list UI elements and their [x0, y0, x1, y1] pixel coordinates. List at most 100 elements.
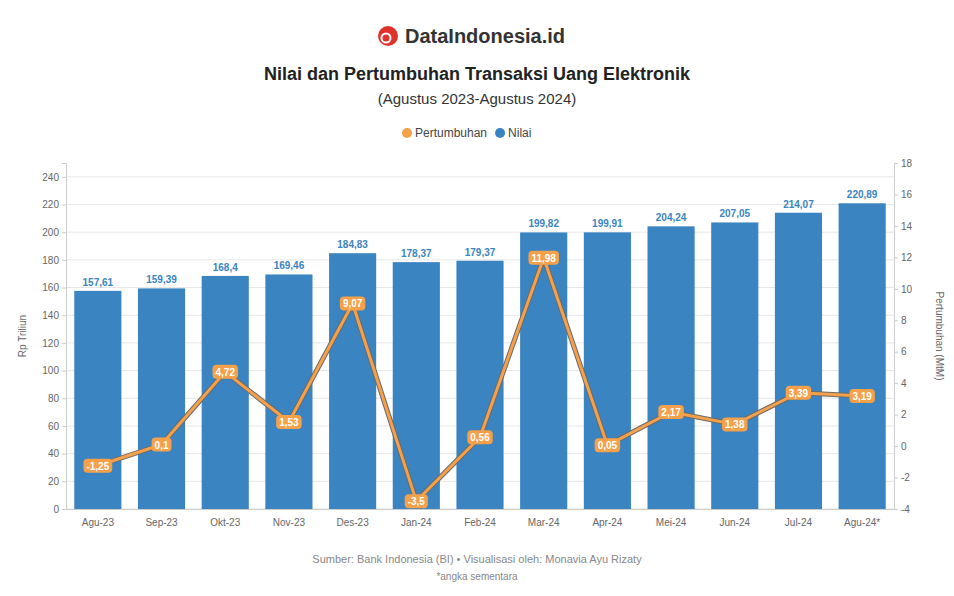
tick: 12 [894, 252, 913, 263]
tick: Sep-23 [145, 517, 178, 528]
bar [329, 253, 376, 509]
tick-mark [894, 478, 898, 479]
bar-label: 199,82 [528, 218, 559, 229]
tick-label: 10 [901, 284, 913, 295]
tick-mark [62, 509, 66, 510]
grid [66, 177, 894, 509]
tick-label: 4 [901, 378, 907, 389]
point-label: 1,38 [722, 417, 747, 431]
tick-mark [894, 352, 898, 353]
point-label: 0,05 [595, 438, 620, 452]
point-label-bg [212, 365, 237, 379]
tick-label: -4 [901, 504, 910, 515]
point-label-text: 3,39 [789, 388, 809, 399]
point-label-bg [152, 438, 172, 452]
point-label-bg [83, 459, 112, 473]
tick: Des-23 [336, 517, 369, 528]
bar [711, 222, 758, 509]
tick: 0 [53, 504, 66, 515]
tick: 4 [894, 378, 907, 389]
tick: 6 [894, 346, 907, 357]
axis-line [62, 164, 67, 510]
point-label: 2,17 [658, 405, 683, 419]
point-label-bg [786, 386, 811, 400]
tick-label: 20 [48, 476, 60, 487]
grid-line [66, 232, 894, 233]
tick-label: -2 [901, 472, 910, 483]
tick-mark [894, 194, 898, 195]
tick: 60 [48, 421, 66, 432]
tick-mark [62, 454, 66, 455]
tick-label: Des-23 [336, 517, 369, 528]
tick-mark [62, 288, 66, 289]
tick: Agu-24* [844, 517, 880, 528]
legend-label: Pertumbuhan [415, 126, 487, 140]
bar-label: 178,37 [401, 248, 432, 259]
tick: 140 [42, 310, 66, 321]
tick-label: 16 [901, 189, 913, 200]
tick: 18 [894, 158, 913, 169]
tick-label: 200 [42, 227, 59, 238]
axis-line [67, 509, 895, 510]
bar-label: 169,46 [274, 260, 305, 271]
point-label-text: 3,19 [852, 391, 872, 402]
data-labels: -1,250,14,721,539,07-3,50,5611,980,052,1… [83, 189, 878, 508]
y-axis: 020406080100120140160180200220240 [42, 164, 66, 515]
point-label: -3,5 [405, 494, 428, 508]
tick-mark [62, 426, 66, 427]
tick-label: 140 [42, 310, 59, 321]
point-label-text: 11,98 [531, 253, 556, 264]
tick-label: Agu-24* [844, 517, 880, 528]
point-label: -1,25 [83, 459, 112, 473]
tick-mark [894, 509, 898, 510]
tick-label: Nov-23 [273, 517, 306, 528]
point-label-bg [849, 389, 874, 403]
tick: 16 [894, 189, 913, 200]
bar [393, 262, 440, 509]
line [98, 258, 862, 501]
point-label-bg [658, 405, 683, 419]
point-label: 9,07 [340, 296, 365, 310]
tick-mark [62, 343, 66, 344]
point-label: 4,72 [212, 365, 237, 379]
chart: DataIndonesia.id Nilai dan Pertumbuhan Tr… [0, 0, 954, 596]
tick: 20 [48, 476, 66, 487]
tick: 40 [48, 448, 66, 459]
point-label-bg [276, 415, 301, 429]
source: Sumber: Bank Indonesia (BI) • Visualisas… [312, 553, 642, 565]
tick-mark [894, 446, 898, 447]
tick-mark [894, 257, 898, 258]
point-label-text: 2,17 [661, 407, 681, 418]
legend-swatch [402, 128, 412, 138]
brand-logo-mark [382, 34, 391, 43]
grid-line [66, 259, 894, 260]
point-label: 0,1 [152, 438, 172, 452]
tick-label: 18 [901, 158, 913, 169]
tick-label: Jul-24 [785, 517, 813, 528]
point-label-text: -1,25 [86, 461, 109, 472]
tick-mark [894, 289, 898, 290]
tick-mark [62, 398, 66, 399]
bar-label: 214,07 [783, 199, 814, 210]
tick: Feb-24 [464, 517, 496, 528]
tick: 160 [42, 282, 66, 293]
tick-label: Okt-23 [210, 517, 240, 528]
tick-label: 180 [42, 255, 59, 266]
plot: -1,250,14,721,539,07-3,50,5611,980,052,1… [42, 158, 912, 528]
title: Nilai dan Pertumbuhan Transaksi Uang Ele… [264, 64, 691, 84]
brand-text: DataIndonesia.id [405, 25, 565, 47]
tick: 100 [42, 365, 66, 376]
point-label: 11,98 [528, 251, 558, 265]
point-label-bg [405, 494, 428, 508]
tick: 240 [42, 172, 66, 183]
point-label-bg [722, 417, 747, 431]
bar [775, 213, 822, 509]
tick-mark [62, 481, 66, 482]
bar-label: 157,61 [83, 277, 114, 288]
y2-axis: -4-2024681012141618 [894, 158, 913, 515]
tick-label: 8 [901, 315, 907, 326]
tick-label: 120 [42, 338, 59, 349]
y-axis-title: Rp Triliun [17, 315, 28, 357]
tick: 8 [894, 315, 907, 326]
y2-axis-title: Pertumbuhan (MtM) [934, 292, 945, 381]
